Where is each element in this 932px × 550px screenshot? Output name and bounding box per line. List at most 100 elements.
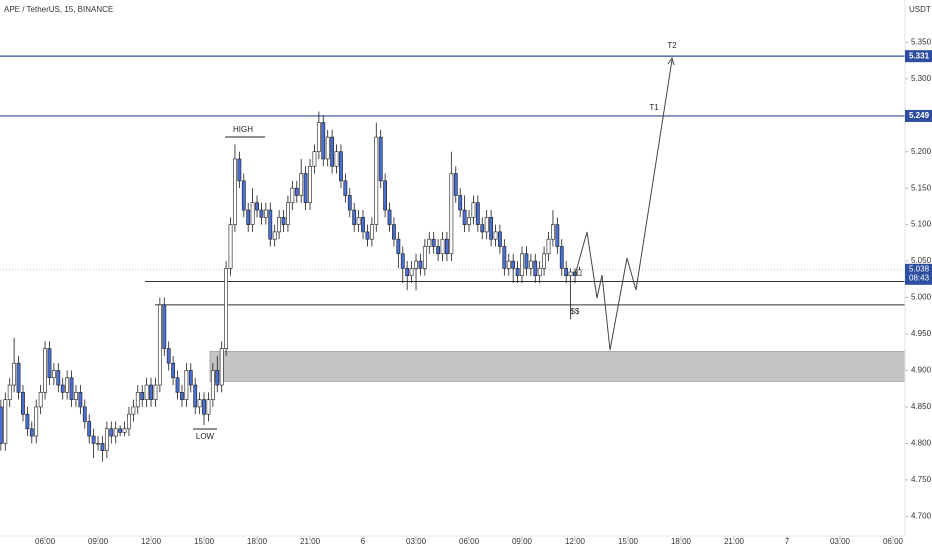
candle-body (193, 384, 198, 408)
x-tick-label: 03:00 (830, 537, 851, 546)
level-label-box (905, 50, 932, 63)
candle-body (321, 122, 326, 160)
candle-body (551, 224, 555, 240)
candle-body (383, 180, 388, 211)
candle-body (118, 428, 123, 433)
candle-body (197, 399, 202, 408)
candle-body (414, 260, 418, 269)
y-tick-label: 5.150 (911, 183, 932, 192)
candle-body (577, 269, 582, 276)
candle-body (498, 231, 502, 247)
candle-body (458, 195, 463, 211)
candle-body (427, 238, 432, 247)
candle-body (524, 253, 529, 269)
candle-body (175, 377, 180, 393)
y-tick-label: 5.300 (911, 74, 932, 83)
candle-body (471, 202, 476, 218)
candle-body (387, 209, 392, 225)
candle-body (224, 268, 229, 349)
candle-body (268, 209, 273, 240)
label-layer: 5.350 5.300 5.200 5.150 5.100 5.050 5.000 4.950… (35, 37, 932, 546)
candle-body (202, 399, 206, 415)
candle-body (361, 217, 365, 233)
candle-body (325, 136, 330, 160)
x-tick-label: 09:00 (88, 537, 109, 546)
candle-body (506, 260, 511, 269)
last-price-box (905, 263, 932, 285)
candle-body (555, 224, 560, 247)
candle-body (568, 271, 573, 276)
candle-body (559, 246, 564, 269)
candle-body (277, 217, 282, 233)
candle-body (21, 392, 25, 415)
candle-body (65, 377, 70, 393)
candle-body (60, 384, 65, 393)
candle-body (100, 443, 105, 451)
x-tick-label: 7 (785, 537, 790, 546)
chart-title: APE / TetherUS, 15, BINANCE (4, 5, 113, 14)
candle-body (153, 384, 158, 400)
x-tick-label: 09:00 (512, 537, 533, 546)
candle-body (206, 399, 211, 415)
candle-body (347, 195, 352, 211)
x-tick-label: 18:00 (247, 537, 268, 546)
candle-body (334, 151, 339, 167)
candle-body (237, 158, 242, 182)
y-tick-label: 5.200 (911, 147, 932, 156)
x-tick-label: 18:00 (671, 537, 692, 546)
candle-body (316, 122, 321, 152)
candle-body (312, 151, 317, 167)
annotation: T1 (649, 103, 659, 112)
x-tick-label: 06:00 (459, 537, 480, 546)
candle-body (135, 392, 140, 408)
candle-body (400, 253, 405, 269)
candle-body (171, 362, 176, 379)
candle-body (43, 348, 47, 393)
candle-body (91, 435, 96, 444)
candle-body (475, 202, 480, 225)
candle-body (149, 384, 153, 400)
candle-body (546, 238, 551, 255)
candle-body (219, 348, 224, 386)
candle-body (462, 209, 467, 225)
candle-body (502, 246, 507, 269)
candle-body (352, 209, 357, 225)
candle-body (263, 209, 268, 218)
candle-body (299, 173, 304, 196)
candle-body (127, 413, 131, 430)
y-tick-label: 4.800 (911, 438, 932, 447)
y-tick-label: 4.700 (911, 511, 932, 520)
y-tick-label: 5.350 (911, 37, 932, 46)
x-tick-label: 12:00 (565, 537, 586, 546)
candle-body (12, 362, 17, 386)
candle-body (374, 136, 379, 225)
candle-body (343, 180, 348, 196)
demand-zone (209, 351, 906, 382)
candle-body (286, 202, 290, 225)
candle-body (436, 246, 441, 255)
candle-body (493, 231, 498, 240)
candle-body (533, 260, 538, 276)
candle-body (422, 246, 427, 269)
candle-body (449, 173, 454, 255)
candle-body (215, 370, 220, 386)
candle-body (3, 399, 8, 444)
candle-body (16, 362, 21, 393)
x-tick-label: 15:00 (194, 537, 215, 546)
candle-body (51, 370, 56, 379)
y-tick-label: 5.100 (911, 220, 932, 229)
candle-body (440, 238, 445, 255)
candle-body (250, 202, 255, 225)
currency: USDT (909, 5, 931, 14)
level-label: 5.249 (909, 111, 930, 120)
annotation: HIGH (233, 125, 253, 134)
candle-body (162, 304, 167, 349)
x-tick-label: 03:00 (406, 537, 427, 546)
candle-body (356, 217, 361, 225)
candle-body (0, 406, 3, 444)
candle-body (82, 406, 87, 422)
candle-body (564, 268, 569, 276)
candle-body (131, 406, 136, 415)
candle-body (188, 370, 193, 386)
